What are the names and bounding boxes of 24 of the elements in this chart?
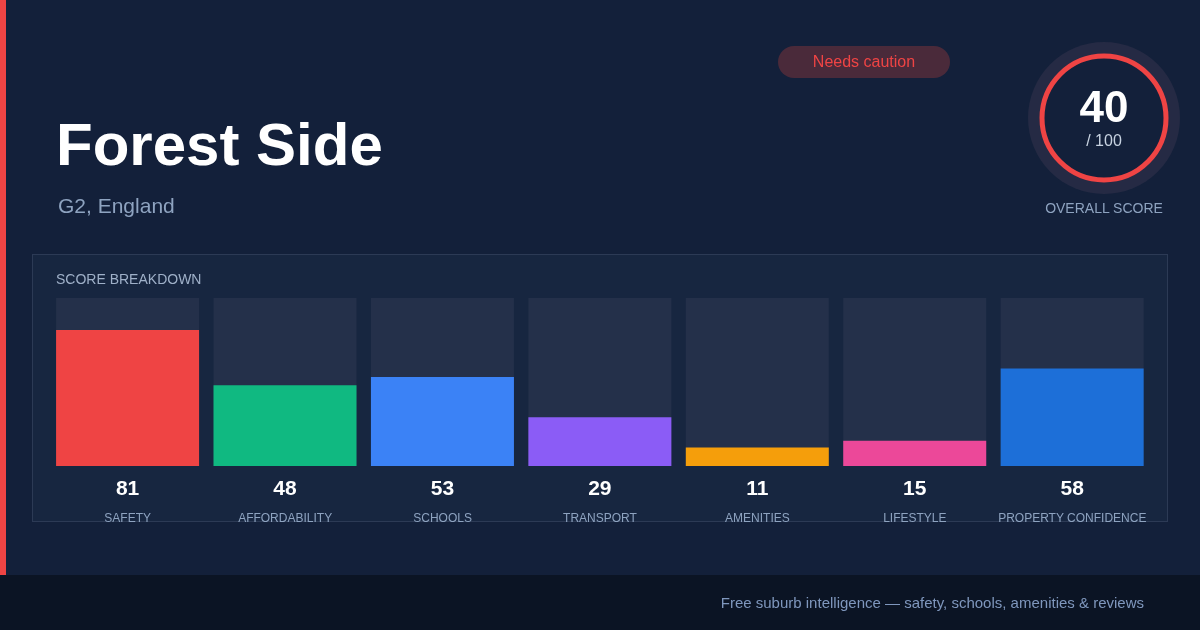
chart-title: Forest Side [56, 110, 383, 179]
text: / 100 [1085, 132, 1123, 150]
data-label: 48 [273, 475, 298, 499]
data-label: 81 [115, 475, 140, 499]
x-tick-label: AMENITIES [725, 511, 790, 525]
data-label: 58 [1060, 475, 1085, 499]
chart-subtitle: G2, England [58, 194, 175, 218]
x-tick-label: TRANSPORT [563, 511, 638, 525]
text: OVERALL SCORE [1044, 200, 1164, 216]
x-tick-label: AFFORDABILITY [238, 511, 333, 525]
text: SCORE BREAKDOWN [56, 271, 202, 287]
text: Needs caution [778, 46, 950, 78]
data-label: 53 [430, 475, 455, 499]
data-label: 29 [588, 475, 612, 499]
data-label: 15 [903, 475, 927, 499]
x-tick-label: PROPERTY CONFIDENCE [998, 511, 1147, 525]
x-tick-label: LIFESTYLE [883, 511, 947, 525]
text: 40 [1078, 82, 1130, 132]
text: Free suburb intelligence — safety, schools, amenities & reviews [720, 594, 1144, 611]
x-tick-label: SCHOOLS [413, 511, 472, 525]
bar [685, 447, 829, 466]
bar [843, 440, 987, 466]
data-label: 11 [746, 475, 769, 499]
x-tick-label: SAFETY [104, 511, 152, 525]
